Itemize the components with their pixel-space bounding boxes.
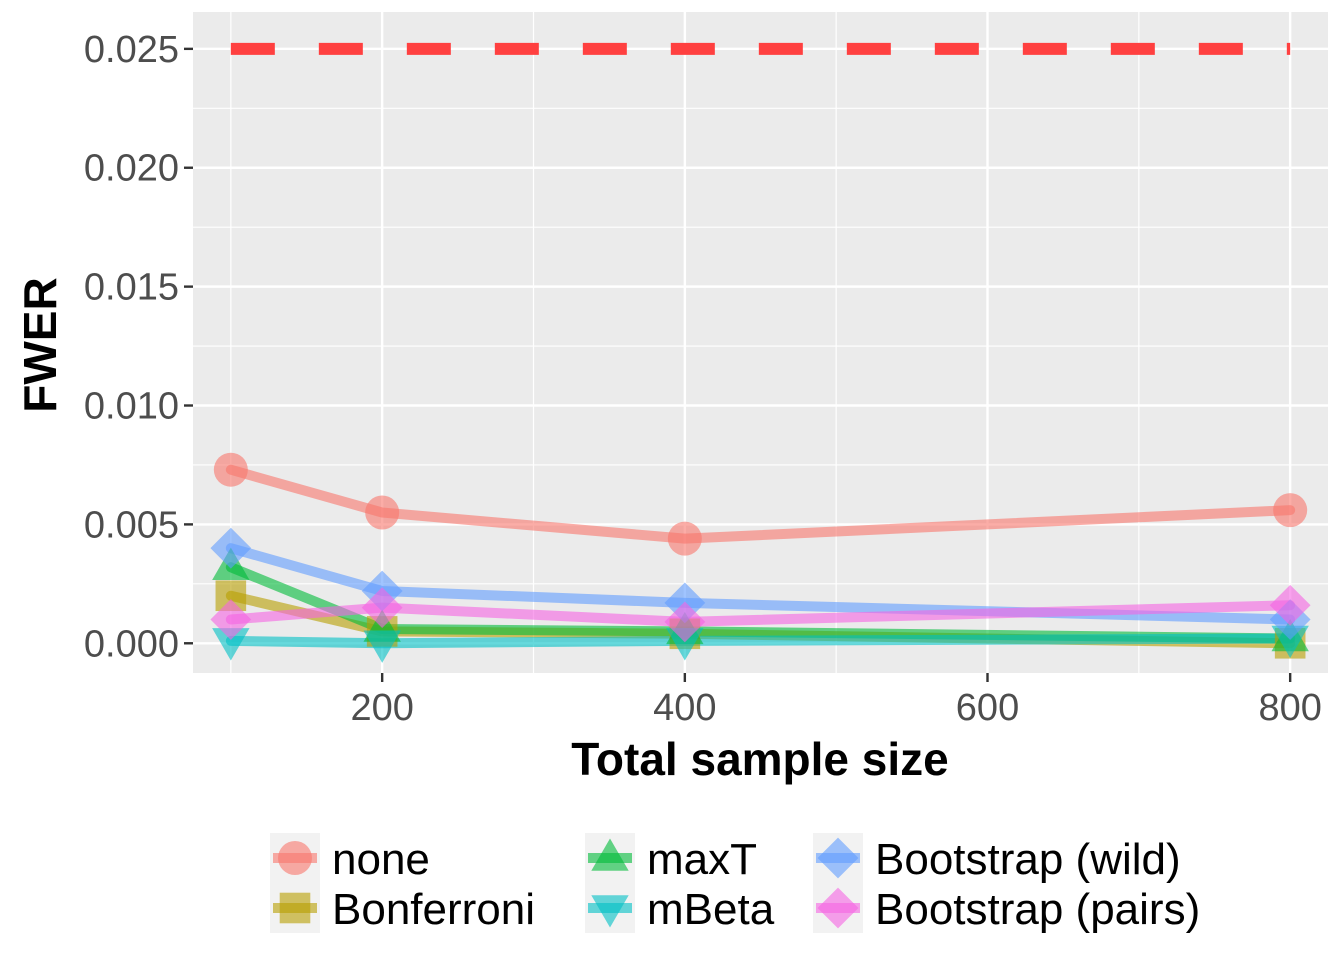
legend-item-maxt: maxT (585, 833, 757, 884)
series-points (210, 452, 1311, 663)
point-none (1273, 493, 1308, 528)
point-none (667, 521, 702, 556)
legend-label: maxT (647, 835, 757, 884)
axis-ticks (184, 47, 1292, 682)
y-tick-label: 0.010 (84, 386, 179, 428)
point-bootstrap-wild (210, 527, 252, 569)
x-tick-label: 200 (350, 687, 413, 729)
legend-item-bootstrap-pairs: Bootstrap (pairs) (813, 883, 1200, 934)
y-axis-title: FWER (14, 277, 66, 412)
legend-label: Bootstrap (wild) (875, 835, 1181, 884)
legend-label: Bonferroni (332, 885, 535, 934)
legend-key-marker (817, 887, 859, 929)
legend-item-mbeta: mBeta (585, 883, 775, 934)
series-line-mbeta (225, 633, 1296, 649)
point-bootstrap-pairs (361, 587, 403, 629)
series-lines (225, 464, 1296, 649)
y-tick-label: 0.025 (84, 29, 179, 71)
point-bootstrap-pairs (664, 601, 706, 643)
plot-panel (193, 12, 1328, 673)
point-none (213, 452, 248, 487)
y-tick-label: 0.015 (84, 267, 179, 309)
y-tick-label: 0.020 (84, 148, 179, 190)
y-tick-labels: 0.000 0.005 0.010 0.015 0.020 0.025 (84, 29, 179, 665)
legend-label: none (332, 835, 430, 884)
legend-item-bootstrap-wild: Bootstrap (wild) (813, 833, 1181, 884)
point-mbeta (1271, 625, 1309, 659)
legend-key-marker (279, 892, 311, 924)
legend-label: Bootstrap (pairs) (875, 885, 1200, 934)
legend-key-marker (817, 837, 859, 879)
legend-key-marker (591, 895, 629, 928)
legend-item-none: none (270, 833, 430, 884)
point-mbeta (212, 628, 250, 661)
point-mbeta (666, 628, 704, 661)
y-tick-label: 0.000 (84, 623, 179, 665)
legend-key-marker (591, 838, 629, 871)
legend-item-bonferroni: Bonferroni (270, 883, 535, 934)
x-tick-label: 400 (653, 687, 716, 729)
legend-label: mBeta (647, 885, 775, 934)
x-tick-labels: 200 400 600 800 (350, 687, 1321, 729)
series-line-none (225, 464, 1296, 544)
x-tick-label: 800 (1258, 687, 1321, 729)
point-mbeta (363, 630, 401, 663)
point-bootstrap-pairs (1269, 584, 1311, 626)
series-line-bootstrap-pairs (225, 600, 1296, 627)
x-tick-label: 600 (956, 687, 1019, 729)
point-none (365, 495, 400, 530)
legend-key-marker (278, 841, 312, 875)
x-axis-title: Total sample size (571, 733, 949, 785)
y-tick-label: 0.005 (84, 504, 179, 546)
point-bootstrap-pairs (210, 599, 252, 640)
